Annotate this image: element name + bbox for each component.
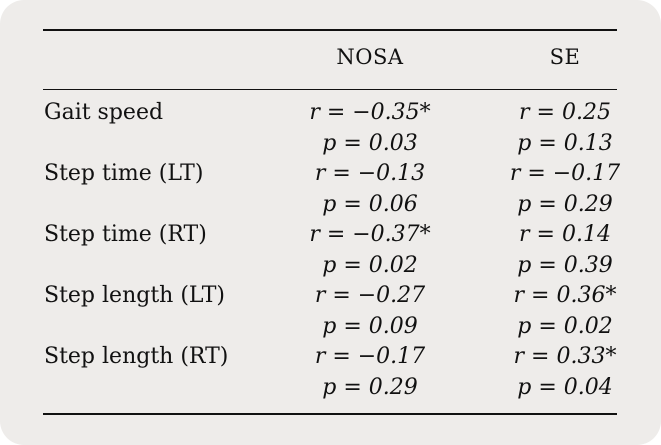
cell-step-time-lt-se-p: p = 0.29	[517, 192, 613, 217]
row-label-gait-speed: Gait speed	[44, 100, 164, 125]
cell-step-time-lt-se-r: r = −0.17	[509, 161, 621, 186]
row-label-step-length-rt: Step length (RT)	[44, 344, 229, 369]
cell-step-length-rt-se-r: r = 0.33*	[513, 344, 617, 369]
cell-step-time-lt-nosa-r: r = −0.13	[314, 161, 426, 186]
cell-step-time-rt-se-r: r = 0.14	[519, 222, 611, 247]
row-label-step-time-rt: Step time (RT)	[44, 222, 207, 247]
cell-gait-speed-nosa-r: r = −0.35*	[309, 100, 431, 125]
cell-step-length-lt-se-r: r = 0.36*	[513, 283, 617, 308]
top-rule	[43, 29, 617, 31]
row-label-step-time-lt: Step time (LT)	[44, 161, 204, 186]
cell-step-time-lt-nosa-p: p = 0.06	[322, 192, 418, 217]
cell-step-length-rt-nosa-r: r = −0.17	[314, 344, 426, 369]
column-header-se: SE	[549, 45, 581, 69]
cell-step-time-rt-nosa-r: r = −0.37*	[309, 222, 431, 247]
header-rule	[43, 89, 617, 90]
cell-gait-speed-se-p: p = 0.13	[517, 131, 613, 156]
cell-step-time-rt-se-p: p = 0.39	[517, 253, 613, 278]
cell-step-length-lt-nosa-r: r = −0.27	[314, 283, 426, 308]
cell-step-time-rt-nosa-p: p = 0.02	[322, 253, 418, 278]
column-header-nosa: NOSA	[336, 45, 404, 69]
cell-gait-speed-se-r: r = 0.25	[519, 100, 611, 125]
cell-gait-speed-nosa-p: p = 0.03	[322, 131, 418, 156]
cell-step-length-rt-nosa-p: p = 0.29	[322, 375, 418, 400]
cell-step-length-lt-se-p: p = 0.02	[517, 314, 613, 339]
cell-step-length-rt-se-p: p = 0.04	[517, 375, 613, 400]
cell-step-length-lt-nosa-p: p = 0.09	[322, 314, 418, 339]
row-label-step-length-lt: Step length (LT)	[44, 283, 225, 308]
bottom-rule	[43, 413, 617, 415]
